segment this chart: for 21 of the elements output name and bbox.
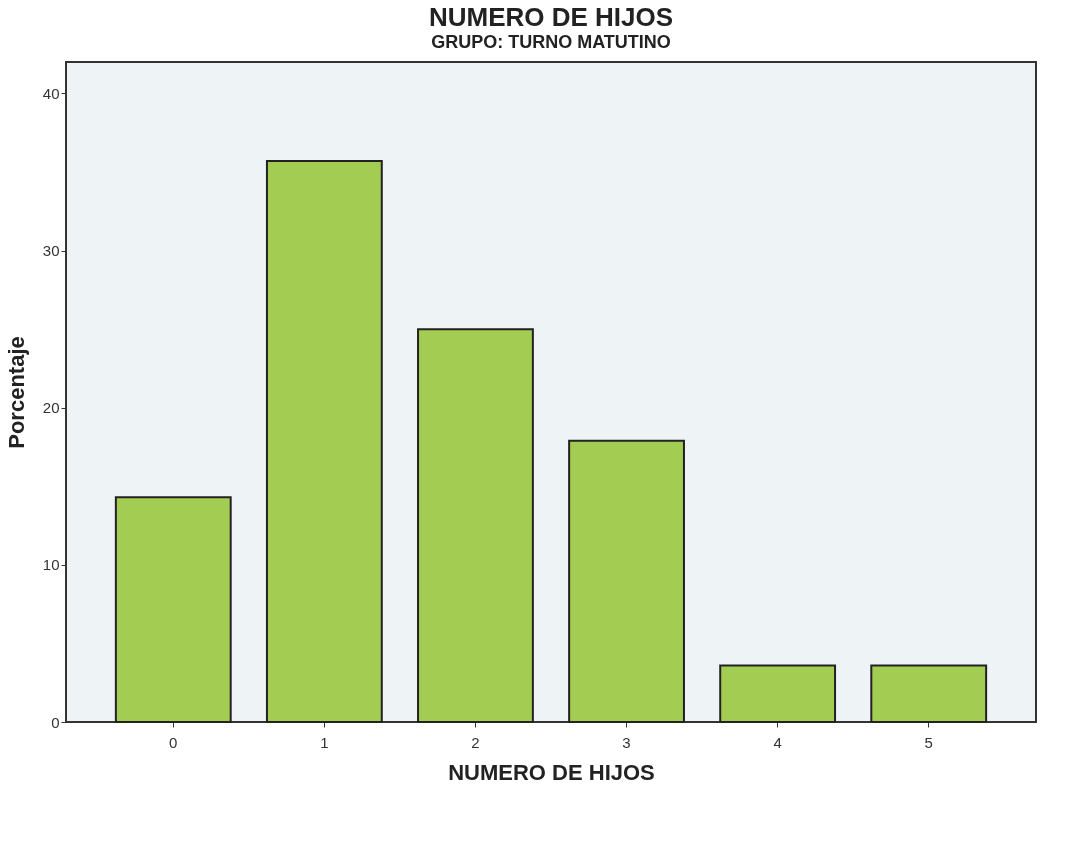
bar bbox=[719, 664, 837, 723]
x-tick-label: 2 bbox=[471, 733, 480, 751]
y-tick-label: 10 bbox=[42, 556, 60, 574]
chart-subtitle: GRUPO: TURNO MATUTINO bbox=[431, 32, 671, 52]
chart-title: NUMERO DE HIJOS bbox=[428, 2, 674, 32]
bar bbox=[265, 160, 383, 723]
y-tick-label: 0 bbox=[51, 713, 60, 731]
bar bbox=[568, 439, 685, 723]
x-tick-label: 1 bbox=[320, 733, 329, 751]
y-tick-label: 30 bbox=[42, 242, 60, 260]
y-axis-title: Porcentaje bbox=[3, 336, 29, 449]
x-tick-label: 5 bbox=[924, 733, 933, 751]
y-tick-label: 20 bbox=[42, 399, 60, 417]
y-tick-label: 40 bbox=[42, 84, 60, 102]
x-tick-label: 0 bbox=[169, 733, 178, 751]
x-axis-title: NUMERO DE HIJOS bbox=[448, 759, 655, 785]
x-tick-label: 4 bbox=[773, 733, 782, 751]
bar bbox=[114, 496, 232, 723]
bar bbox=[417, 328, 534, 723]
x-tick-label: 3 bbox=[622, 733, 631, 751]
bar bbox=[870, 664, 988, 723]
